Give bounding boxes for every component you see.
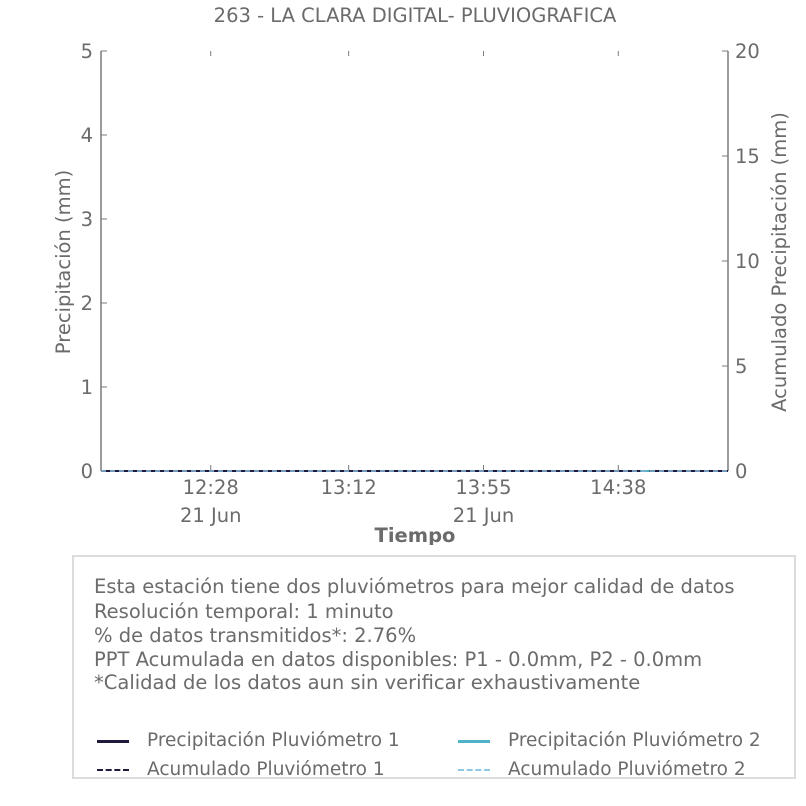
y-axis-left-label: Precipitación (mm) (52, 170, 75, 354)
y-right-tick-label: 15 (735, 145, 760, 168)
legend-label-p2: Precipitación Pluviómetro 2 (508, 730, 761, 751)
legend-label-acum2: Acumulado Pluviómetro 2 (508, 759, 746, 780)
y-right-tick-label: 10 (735, 250, 760, 273)
info-line-accumulated: PPT Acumulada en datos disponibles: P1 -… (94, 648, 703, 671)
x-tick-label: 14:38 (590, 476, 646, 499)
info-line-transmitted: % de datos transmitidos*: 2.76% (94, 624, 417, 647)
chart-svg: 263 - LA CLARA DIGITAL- PLUVIOGRAFICA 0 1… (52, 4, 791, 545)
y-left-tick-label: 3 (81, 208, 93, 231)
y-right-tick-label: 5 (735, 355, 747, 378)
legend-swatch-acum1 (97, 769, 129, 771)
legend-swatch-p2 (458, 740, 490, 743)
y-left-tick-label: 2 (81, 292, 93, 315)
y-left-tick-label: 1 (81, 376, 93, 399)
y-axis-right-label: Acumulado Precipitación (mm) (768, 112, 791, 412)
x-tick-sublabel: 21 Jun (180, 504, 241, 527)
y-left-tick-label: 0 (81, 460, 93, 483)
x-axis-label: Tiempo (375, 524, 456, 545)
info-line-resolution: Resolución temporal: 1 minuto (94, 600, 394, 623)
x-tick-label: 12:28 (183, 476, 239, 499)
legend-swatch-p1 (97, 740, 129, 743)
legend-swatch-acum2 (458, 769, 490, 771)
x-tick-label: 13:12 (321, 476, 377, 499)
y-right-tick-label: 0 (735, 460, 747, 483)
x-tick-label: 13:55 (455, 476, 511, 499)
info-line-quality-note: *Calidad de los datos aun sin verificar … (94, 671, 641, 694)
y-left-tick-label: 4 (81, 124, 93, 147)
legend-label-p1: Precipitación Pluviómetro 1 (147, 730, 400, 751)
chart-title: 263 - LA CLARA DIGITAL- PLUVIOGRAFICA (214, 4, 617, 27)
info-line-stations: Esta estación tiene dos pluviómetros par… (94, 575, 735, 598)
info-panel: Esta estación tiene dos pluviómetros par… (72, 555, 796, 780)
y-left-tick-label: 5 (81, 40, 93, 63)
x-tick-sublabel: 21 Jun (453, 504, 514, 527)
legend-label-acum1: Acumulado Pluviómetro 1 (147, 759, 385, 780)
y-right-tick-label: 20 (735, 40, 760, 63)
